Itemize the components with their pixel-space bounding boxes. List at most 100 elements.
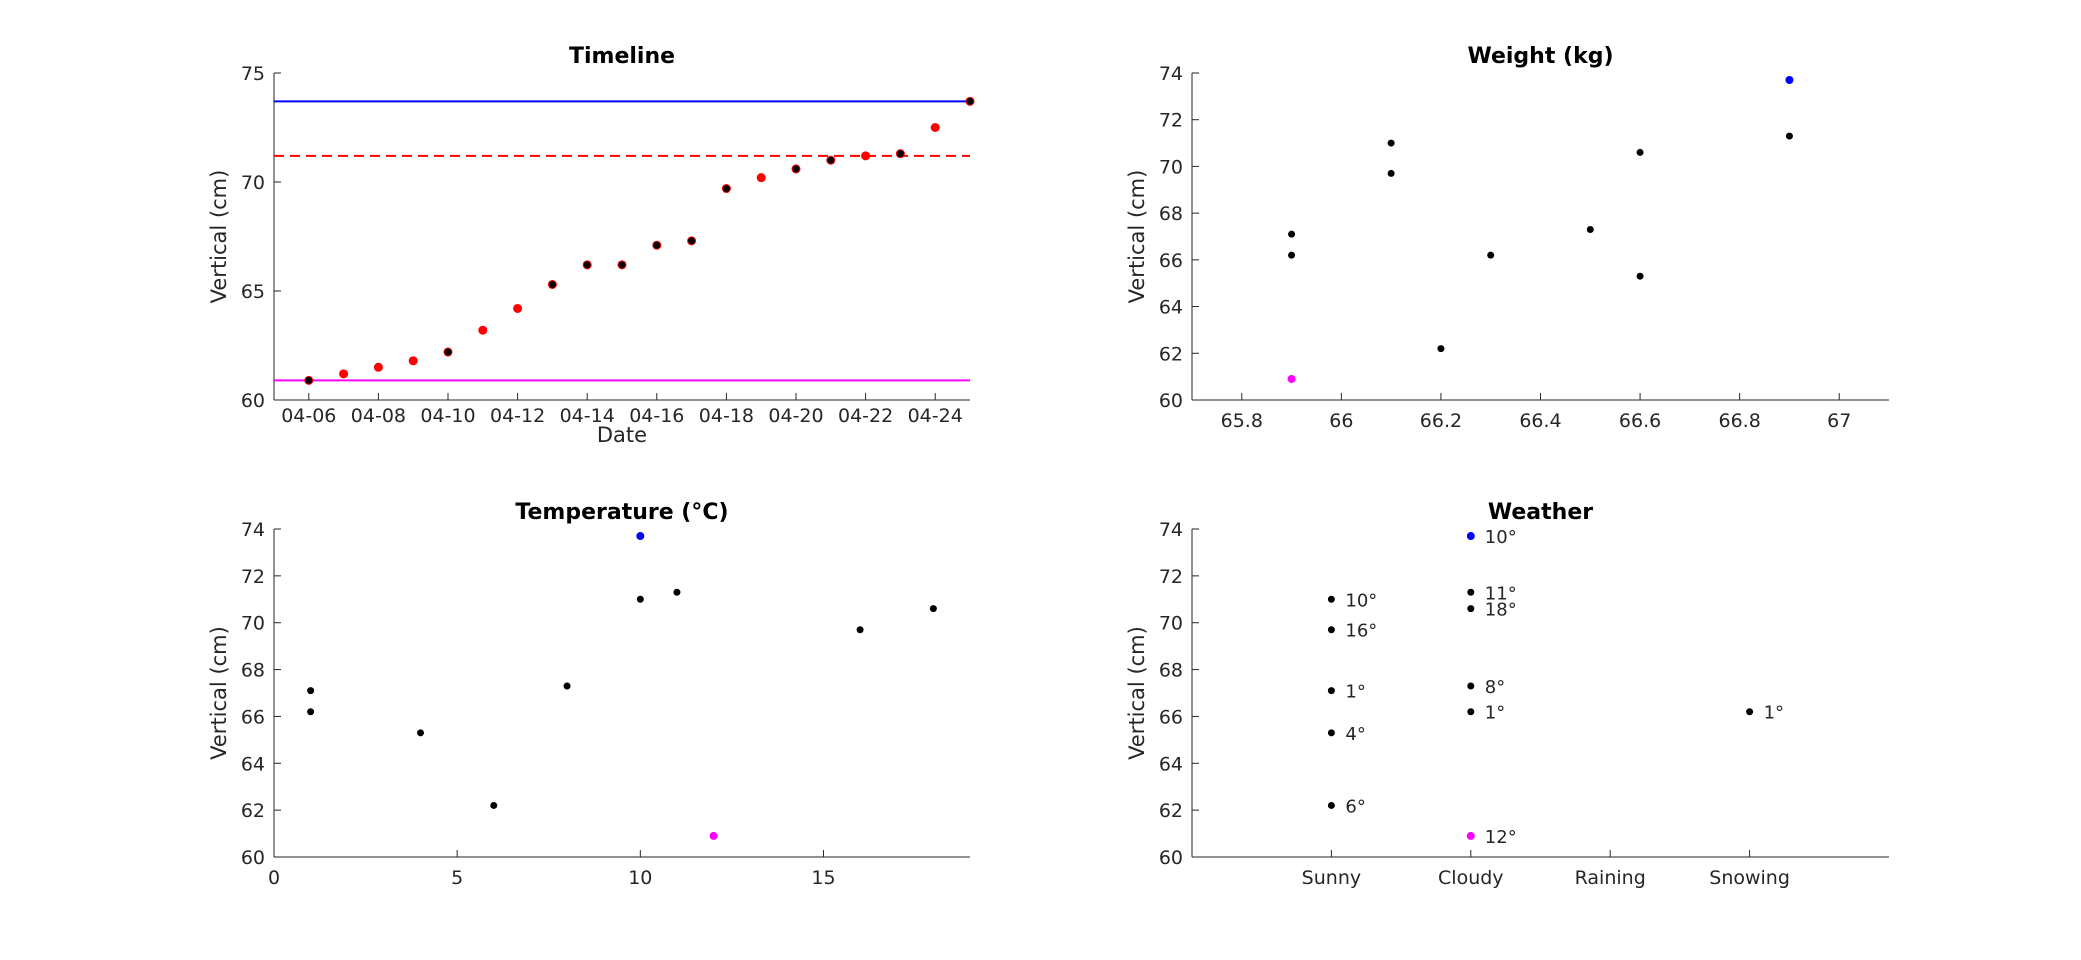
x-tick-label: 67 [1827,410,1851,432]
data-point [1327,626,1335,634]
point-label: 11° [1485,583,1517,604]
data-point [636,595,644,603]
data-point [1327,595,1335,603]
y-tick-label: 64 [1159,297,1183,319]
data-point [1636,272,1644,280]
data-point [1437,345,1445,353]
x-tick-label: 04-06 [281,405,336,427]
data-point [1288,251,1296,259]
data-point [1327,801,1335,809]
x-tick-label: Raining [1575,867,1646,889]
chart-title: Temperature (°C) [515,500,728,525]
data-point [1387,169,1395,177]
data-point [307,708,315,716]
y-tick-label: 72 [1159,110,1183,132]
x-axis-label: Date [597,423,647,447]
data-point [1746,708,1754,716]
x-tick-label: 66.2 [1420,410,1462,432]
point-label: 1° [1764,703,1784,724]
point-label: 1° [1485,703,1505,724]
x-tick-label: Sunny [1302,867,1361,889]
y-tick-label: 60 [1159,847,1183,869]
data-point [583,261,591,269]
y-tick-label: 68 [1159,660,1183,682]
y-axis-label: Vertical (cm) [207,626,231,760]
y-axis-label: Vertical (cm) [1125,626,1149,760]
data-point [1487,251,1495,259]
chart-title: Timeline [569,44,675,69]
y-axis-label: Vertical (cm) [207,170,231,304]
data-point [339,369,349,379]
data-point [513,303,523,313]
y-tick-label: 64 [1159,753,1183,775]
x-tick-label: 0 [268,867,280,889]
x-tick-label: 15 [811,867,835,889]
chart-title: Weather [1488,500,1593,525]
y-tick-label: 68 [1159,203,1183,225]
data-point [1586,225,1594,233]
data-point [618,261,626,269]
data-point [1327,729,1335,737]
y-tick-label: 70 [241,613,265,635]
data-point [1466,532,1475,541]
data-point [673,588,681,596]
data-point [653,241,661,249]
point-label: 16° [1345,621,1377,642]
data-point [563,682,571,690]
data-point [1288,230,1296,238]
data-point [1467,708,1475,716]
y-tick-label: 60 [241,390,265,412]
data-point [1467,682,1475,690]
y-tick-label: 66 [1159,706,1183,728]
y-tick-label: 62 [1159,800,1183,822]
point-label: 1° [1345,682,1365,703]
x-tick-label: 04-24 [908,405,963,427]
data-point [1785,132,1793,140]
data-point [756,173,766,183]
y-tick-label: 74 [1159,519,1183,541]
point-label: 8° [1485,677,1505,698]
x-tick-label: 65.8 [1221,410,1263,432]
chart-title: Weight (kg) [1467,44,1613,69]
x-tick-label: 04-12 [490,405,545,427]
data-point [444,348,452,356]
y-tick-label: 74 [241,519,265,541]
x-tick-label: Snowing [1709,867,1790,889]
chart-2: 60 62 64 66 68 70 72 74 0 5 10 15 Temperature (°C) Ve… [207,500,970,889]
x-tick-label: 10 [628,867,652,889]
data-point [929,605,937,613]
data-point [548,280,556,288]
data-point [722,185,730,193]
data-point [1287,374,1296,383]
y-tick-label: 70 [241,172,265,194]
point-label: 4° [1345,724,1365,745]
y-tick-label: 60 [241,847,265,869]
point-label: 6° [1345,796,1365,817]
point-label: 10° [1345,590,1377,611]
data-point [688,237,696,245]
x-tick-label: 66 [1329,410,1353,432]
x-tick-label: 04-16 [629,405,684,427]
y-tick-label: 74 [1159,63,1183,85]
point-label: 10° [1485,527,1517,548]
y-tick-label: 68 [241,660,265,682]
y-tick-label: 65 [241,281,265,303]
data-point [636,532,645,541]
x-tick-label: 04-22 [838,405,893,427]
data-point [307,687,315,695]
data-point [478,325,488,335]
y-tick-label: 66 [1159,250,1183,272]
y-tick-label: 64 [241,753,265,775]
chart-3: 60 62 64 66 68 70 72 74 Sunny Cloudy Raining Snowin… [1125,500,1889,889]
y-axis-label: Vertical (cm) [1125,170,1149,304]
y-tick-label: 70 [1159,156,1183,178]
data-point [709,831,718,840]
data-point [408,356,418,366]
x-tick-label: 04-08 [351,405,406,427]
data-point [827,156,835,164]
data-point [1387,139,1395,147]
x-tick-label: 66.4 [1519,410,1561,432]
x-tick-label: 04-14 [560,405,615,427]
x-tick-label: 04-20 [768,405,823,427]
x-tick-label: 66.6 [1619,410,1661,432]
